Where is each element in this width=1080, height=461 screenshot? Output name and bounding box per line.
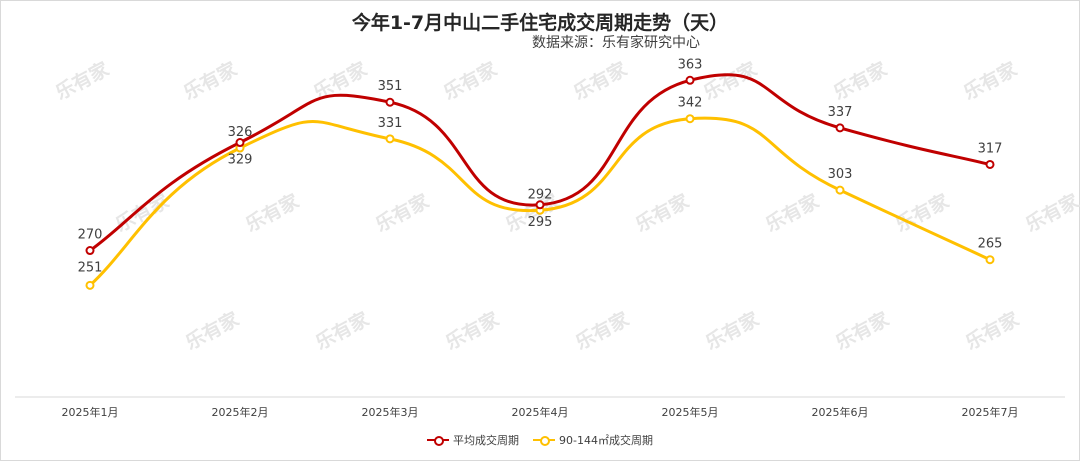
watermark-logo: 乐有家 bbox=[832, 307, 894, 355]
data-label-avg: 295 bbox=[528, 215, 553, 230]
watermark-logo: 乐有家 bbox=[960, 57, 1022, 105]
watermark-logo: 乐有家 bbox=[1022, 189, 1080, 237]
data-label-avg: 317 bbox=[978, 141, 1003, 156]
data-label-mid: 331 bbox=[378, 116, 403, 131]
series-layer: 270 329 351 295 363 337 317 251 326 331 292 342 303 2… bbox=[78, 57, 1003, 290]
data-label-avg: 337 bbox=[828, 105, 853, 120]
data-label-mid: 292 bbox=[528, 187, 553, 202]
data-point-avg bbox=[235, 138, 245, 148]
x-tick-label: 2025年2月 bbox=[212, 405, 269, 419]
legend: 平均成交周期 90-144㎡成交周期 bbox=[0, 432, 1080, 448]
data-point-avg bbox=[985, 159, 995, 169]
data-point-avg bbox=[535, 200, 545, 210]
watermark-logo: 乐有家 bbox=[112, 189, 174, 237]
watermark-logo: 乐有家 bbox=[702, 307, 764, 355]
data-point-mid bbox=[385, 134, 395, 144]
data-label-mid: 326 bbox=[228, 125, 253, 140]
data-point-avg bbox=[685, 75, 695, 85]
legend-swatch-avg bbox=[427, 435, 450, 446]
watermark-logo: 乐有家 bbox=[182, 307, 244, 355]
watermark-logo: 乐有家 bbox=[440, 57, 502, 105]
data-label-mid: 303 bbox=[828, 167, 853, 182]
legend-item-mid[interactable]: 90-144㎡成交周期 bbox=[533, 432, 653, 448]
data-label-mid: 265 bbox=[978, 237, 1003, 252]
watermark-logo: 乐有家 bbox=[632, 189, 694, 237]
watermark-logo: 乐有家 bbox=[830, 57, 892, 105]
watermark-logo: 乐有家 bbox=[372, 189, 434, 237]
watermark-logo: 乐有家 bbox=[180, 57, 242, 105]
data-label-mid: 342 bbox=[678, 96, 703, 111]
watermark-logo: 乐有家 bbox=[962, 307, 1024, 355]
legend-label-mid: 90-144㎡成交周期 bbox=[559, 434, 653, 447]
data-point-mid bbox=[985, 255, 995, 265]
watermark-logo: 乐有家 bbox=[572, 307, 634, 355]
x-tick-label: 2025年3月 bbox=[362, 405, 419, 419]
data-point-avg bbox=[85, 246, 95, 256]
data-point-avg bbox=[835, 123, 845, 133]
data-point-mid bbox=[685, 114, 695, 124]
x-tick-label: 2025年1月 bbox=[62, 405, 119, 419]
watermark-logo: 乐有家 bbox=[762, 189, 824, 237]
data-label-avg: 351 bbox=[378, 79, 403, 94]
data-label-avg: 329 bbox=[228, 153, 253, 168]
data-point-mid bbox=[85, 280, 95, 290]
data-source: 数据来源：乐有家研究中心 bbox=[532, 35, 700, 51]
x-tick-label: 2025年6月 bbox=[812, 405, 869, 419]
watermark-logo: 乐有家 bbox=[312, 307, 374, 355]
chart-title: 今年1-7月中山二手住宅成交周期走势（天） bbox=[351, 12, 729, 34]
x-tick-label: 2025年4月 bbox=[512, 405, 569, 419]
watermark-logo: 乐有家 bbox=[442, 307, 504, 355]
x-tick-label: 2025年5月 bbox=[662, 405, 719, 419]
data-point-avg bbox=[385, 97, 395, 107]
watermark-logo: 乐有家 bbox=[52, 57, 114, 105]
legend-swatch-mid bbox=[533, 435, 556, 446]
watermark-logo: 乐有家 bbox=[242, 189, 304, 237]
x-tick-label: 2025年7月 bbox=[962, 405, 1019, 419]
legend-item-avg[interactable]: 平均成交周期 bbox=[427, 432, 519, 448]
x-axis-ticks: 2025年1月 2025年2月 2025年3月 2025年4月 2025年5月 2025年… bbox=[62, 405, 1019, 419]
data-label-avg: 270 bbox=[78, 228, 103, 243]
data-label-mid: 251 bbox=[78, 260, 103, 275]
data-point-mid bbox=[835, 185, 845, 195]
legend-label-avg: 平均成交周期 bbox=[453, 434, 520, 447]
data-label-avg: 363 bbox=[678, 57, 703, 72]
watermark-logo: 乐有家 bbox=[570, 57, 632, 105]
